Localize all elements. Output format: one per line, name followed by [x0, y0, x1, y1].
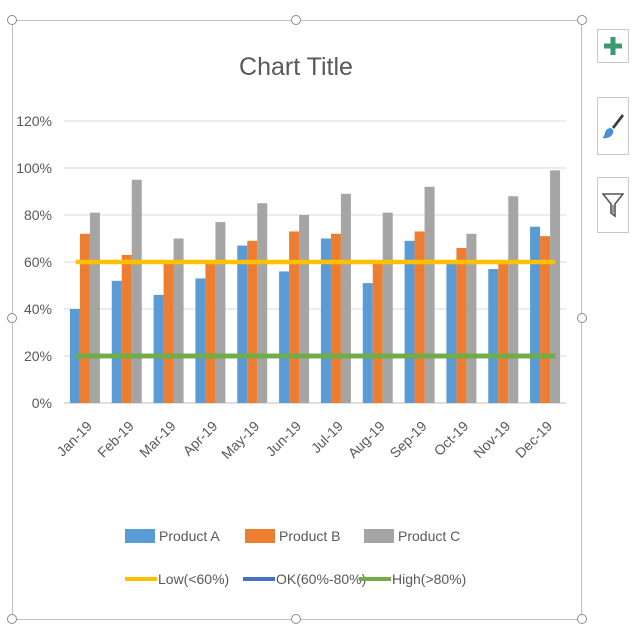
bar-product-c-jan-19 [89, 212, 100, 403]
bar-product-c-jun-19 [299, 215, 310, 403]
resize-handle-bottom-left[interactable] [7, 614, 17, 624]
x-tick-label: Sep-19 [386, 418, 429, 461]
resize-handle-bottom-right[interactable] [577, 614, 587, 624]
legend[interactable]: Product A Product B Product C Low(<60%) OK(6… [125, 528, 466, 587]
legend-label: High(>80%) [392, 571, 466, 587]
plus-icon [603, 36, 623, 56]
resize-handle-top[interactable] [291, 15, 301, 25]
resize-handle-top-right[interactable] [577, 15, 587, 25]
legend-item[interactable]: High(>80%) [359, 571, 466, 587]
legend-label: OK(60%-80%) [276, 571, 366, 587]
y-tick-label: 40% [24, 301, 52, 317]
paintbrush-icon [601, 111, 625, 141]
bar-product-a-jul-19 [320, 238, 331, 403]
bar-product-b-aug-19 [372, 262, 383, 403]
legend-item[interactable]: Low(<60%) [125, 571, 229, 587]
resize-handle-bottom[interactable] [291, 614, 301, 624]
y-tick-label: 0% [32, 395, 52, 411]
bar-product-b-dec-19 [540, 236, 551, 403]
bars [69, 170, 561, 403]
y-tick-label: 100% [16, 160, 52, 176]
bar-product-a-oct-19 [446, 262, 457, 403]
bar-product-c-oct-19 [466, 233, 477, 403]
legend-item[interactable]: Product A [125, 528, 220, 544]
bar-product-c-jul-19 [340, 193, 351, 403]
bar-product-c-sep-19 [424, 186, 435, 403]
x-tick-label: Mar-19 [136, 418, 179, 461]
bar-product-b-mar-19 [163, 262, 174, 403]
y-tick-label: 80% [24, 207, 52, 223]
legend-swatch [125, 529, 155, 543]
legend-swatch [245, 529, 275, 543]
bar-product-a-jan-19 [69, 309, 80, 403]
chart-title[interactable]: Chart Title [239, 53, 353, 81]
y-axis-tick-labels: 0% 20% 40% 60% 80% 100% 120% [16, 113, 52, 411]
x-tick-label: Aug-19 [345, 418, 388, 461]
bar-product-c-dec-19 [550, 170, 561, 403]
bar-product-b-feb-19 [121, 254, 132, 403]
bar-product-c-apr-19 [215, 222, 226, 403]
x-tick-label: Feb-19 [94, 418, 137, 461]
bar-product-b-apr-19 [205, 262, 216, 403]
x-tick-label: Dec-19 [512, 418, 555, 461]
bar-product-b-jul-19 [330, 233, 341, 403]
resize-handle-right[interactable] [577, 313, 587, 323]
legend-label: Product C [398, 528, 460, 544]
x-tick-label: May-19 [218, 418, 262, 462]
x-tick-label: Jul-19 [308, 418, 346, 456]
bar-product-b-sep-19 [414, 231, 425, 403]
y-tick-label: 20% [24, 348, 52, 364]
bar-product-c-mar-19 [173, 238, 184, 403]
bar-product-a-may-19 [237, 245, 248, 403]
bar-product-a-apr-19 [195, 278, 206, 403]
legend-item[interactable]: Product B [245, 528, 340, 544]
chart-elements-button[interactable] [597, 29, 629, 63]
funnel-icon [602, 192, 624, 218]
bar-product-b-nov-19 [498, 262, 509, 403]
legend-label: Low(<60%) [158, 571, 229, 587]
legend-label: Product B [279, 528, 340, 544]
bar-product-c-feb-19 [131, 179, 142, 403]
legend-swatch [364, 529, 394, 543]
y-tick-label: 120% [16, 113, 52, 129]
bar-product-a-mar-19 [153, 294, 164, 403]
y-tick-label: 60% [24, 254, 52, 270]
bar-product-a-aug-19 [362, 283, 373, 403]
x-tick-label: Nov-19 [470, 418, 513, 461]
resize-handle-top-left[interactable] [7, 15, 17, 25]
legend-item[interactable]: Product C [364, 528, 460, 544]
bar-product-b-may-19 [247, 240, 258, 403]
bar-product-a-nov-19 [488, 269, 499, 403]
legend-label: Product A [159, 528, 220, 544]
bar-product-c-aug-19 [382, 212, 393, 403]
resize-handle-left[interactable] [7, 313, 17, 323]
bar-product-c-nov-19 [508, 196, 519, 403]
bar-product-a-jun-19 [279, 271, 290, 403]
chart-styles-button[interactable] [597, 97, 629, 155]
threshold-lines [75, 259, 556, 359]
x-tick-label: Jun-19 [263, 418, 305, 460]
bar-product-b-oct-19 [456, 247, 467, 403]
x-tick-label: Oct-19 [431, 418, 472, 459]
bar-product-a-dec-19 [530, 226, 541, 403]
legend-item[interactable]: OK(60%-80%) [243, 571, 366, 587]
bar-product-c-may-19 [257, 203, 268, 403]
bar-product-b-jun-19 [289, 231, 300, 403]
x-tick-label: Jan-19 [53, 418, 95, 460]
x-tick-label: Apr-19 [180, 418, 221, 459]
bar-product-a-sep-19 [404, 240, 415, 403]
bar-product-b-jan-19 [79, 233, 90, 403]
chart-filters-button[interactable] [597, 177, 629, 233]
bar-product-a-feb-19 [111, 280, 122, 403]
